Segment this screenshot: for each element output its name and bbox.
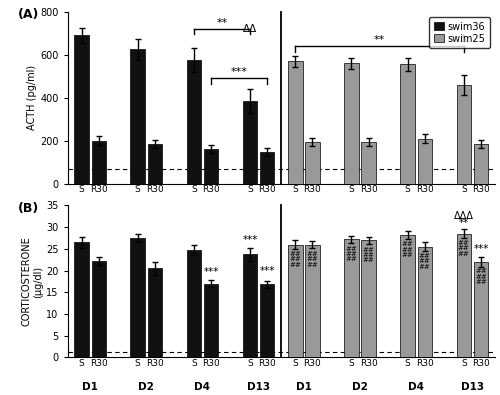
Text: ##
##
##: ## ## ##: [346, 246, 358, 262]
Bar: [474, 144, 488, 184]
Text: D1: D1: [82, 211, 98, 221]
Text: (B): (B): [18, 202, 40, 215]
Text: D13: D13: [461, 382, 484, 392]
Bar: [362, 142, 376, 184]
Text: ##
##
##: ## ## ##: [458, 240, 469, 257]
Text: ##
##
##: ## ## ##: [290, 251, 301, 267]
Bar: [186, 60, 201, 184]
Bar: [456, 234, 471, 357]
Text: D13: D13: [247, 211, 270, 221]
Bar: [344, 64, 358, 184]
Bar: [288, 61, 302, 184]
Text: D4: D4: [194, 382, 210, 392]
Text: D1: D1: [296, 382, 312, 392]
Bar: [74, 36, 89, 184]
Text: ##
##
##: ## ## ##: [306, 251, 318, 267]
Text: ##
##
##: ## ## ##: [363, 246, 374, 263]
Text: D1: D1: [296, 211, 312, 221]
Bar: [92, 261, 106, 357]
Text: ***: ***: [242, 235, 258, 245]
Y-axis label: CORTICOSTERONE
(μg/dl): CORTICOSTERONE (μg/dl): [22, 237, 43, 326]
Text: D4: D4: [408, 382, 424, 392]
Bar: [130, 238, 145, 357]
Bar: [148, 144, 162, 184]
Text: ***: ***: [474, 244, 488, 254]
Text: **: **: [458, 218, 469, 228]
Bar: [204, 149, 218, 184]
Text: D13: D13: [461, 211, 484, 221]
Text: ##
##
##: ## ## ##: [475, 269, 487, 285]
Text: ***: ***: [230, 68, 248, 77]
Bar: [260, 284, 274, 357]
Bar: [243, 101, 257, 184]
Bar: [400, 235, 415, 357]
Bar: [92, 141, 106, 184]
Text: D4: D4: [194, 211, 210, 221]
Bar: [418, 139, 432, 184]
Text: D1: D1: [82, 382, 98, 392]
Text: Δ: Δ: [460, 34, 468, 45]
Bar: [306, 142, 320, 184]
Text: ##
##
##: ## ## ##: [419, 253, 430, 270]
Bar: [204, 284, 218, 357]
Text: D4: D4: [408, 211, 424, 221]
Text: ΔΔ: ΔΔ: [243, 24, 257, 34]
Text: ***: ***: [260, 266, 275, 276]
Legend: swim36, swim25: swim36, swim25: [429, 17, 490, 48]
Text: **: **: [216, 18, 228, 28]
Bar: [306, 245, 320, 357]
Bar: [474, 262, 488, 357]
Text: D2: D2: [138, 382, 154, 392]
Text: D2: D2: [138, 211, 154, 221]
Bar: [418, 246, 432, 357]
Bar: [362, 240, 376, 357]
Bar: [288, 245, 302, 357]
Bar: [400, 64, 415, 184]
Bar: [186, 250, 201, 357]
Text: D2: D2: [352, 211, 368, 221]
Bar: [260, 152, 274, 184]
Y-axis label: ACTH (pg/ml): ACTH (pg/ml): [27, 65, 37, 130]
Bar: [243, 254, 257, 357]
Text: ##
##
##: ## ## ##: [402, 241, 413, 258]
Bar: [130, 49, 145, 184]
Text: D2: D2: [352, 382, 368, 392]
Text: D13: D13: [247, 382, 270, 392]
Bar: [74, 243, 89, 357]
Bar: [148, 269, 162, 357]
Text: ***: ***: [204, 267, 218, 277]
Text: ΔΔΔ: ΔΔΔ: [454, 211, 473, 220]
Bar: [456, 85, 471, 184]
Text: **: **: [374, 35, 385, 45]
Bar: [344, 239, 358, 357]
Text: (A): (A): [18, 8, 40, 21]
